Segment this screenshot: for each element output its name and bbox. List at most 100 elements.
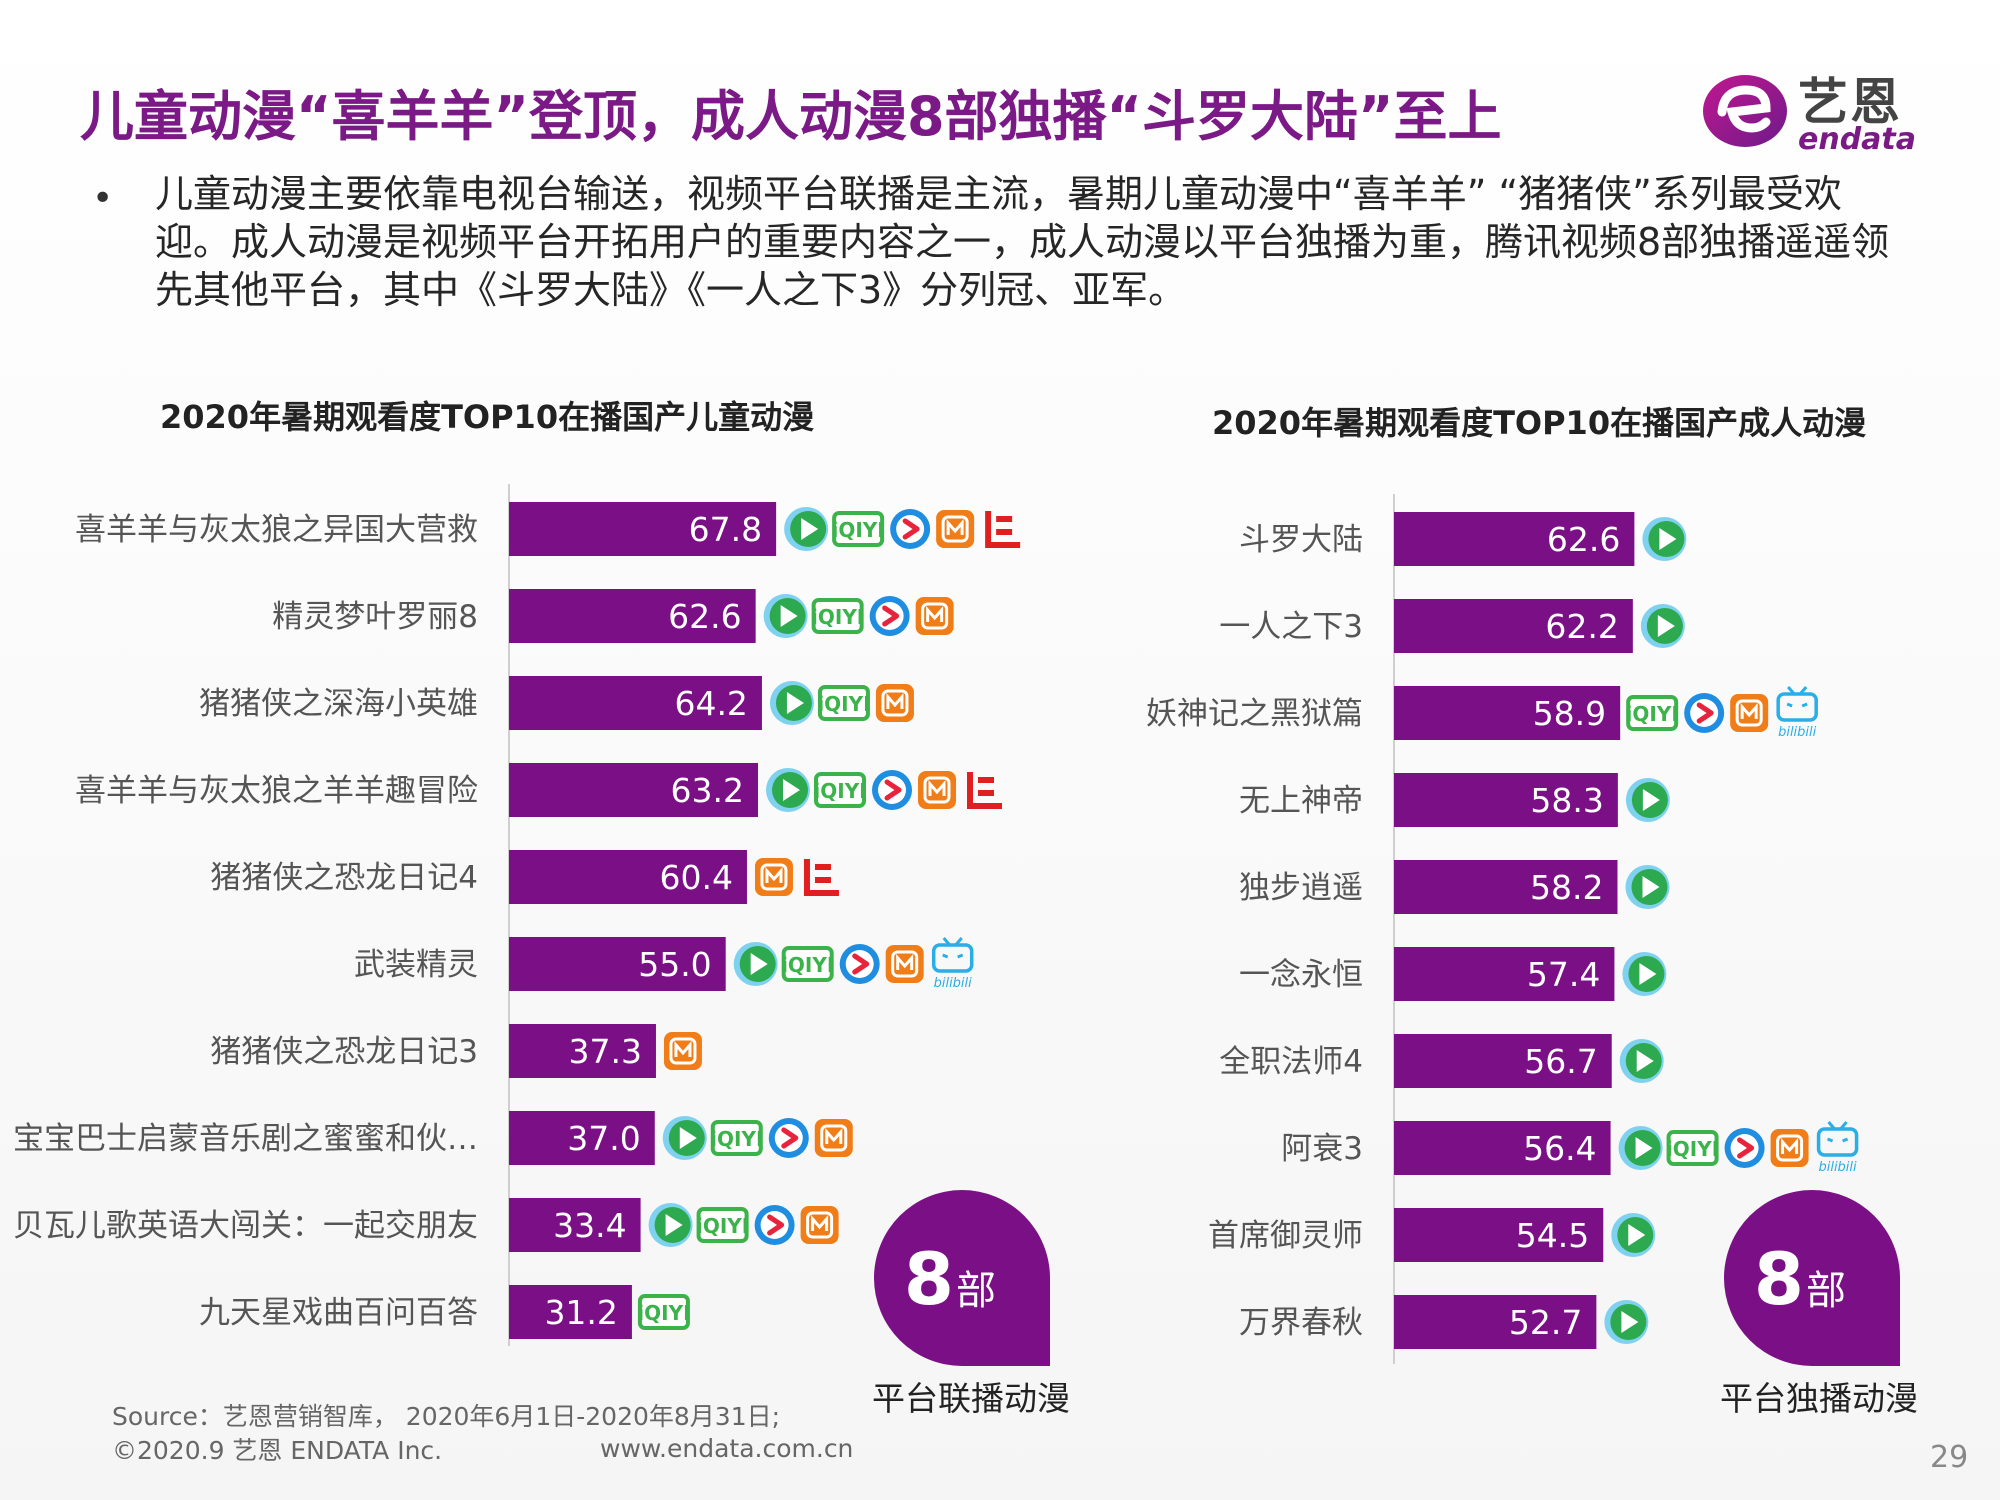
adult-value-label: 52.7	[1509, 1303, 1582, 1342]
adult-category-label: 全职法师4	[1219, 1044, 1363, 1080]
adult-bar	[1394, 860, 1618, 914]
tencent-icon	[1618, 1126, 1663, 1170]
kids-category-label: 猪猪侠之恐龙日记4	[210, 860, 478, 896]
letv-icon	[967, 772, 1003, 809]
page-title: 儿童动漫“喜羊羊”登顶，成人动漫8部独播“斗罗大陆”至上	[80, 85, 1502, 148]
iqiyi-icon: iQIYI	[710, 1120, 763, 1156]
kids-value-label: 31.2	[544, 1293, 617, 1332]
adult-category-label: 独步逍遥	[1239, 870, 1363, 906]
adult-badge-unit: 部	[1806, 1268, 1846, 1314]
adult-value-label: 58.9	[1533, 694, 1606, 733]
tencent-icon	[733, 942, 778, 986]
adult-badge-label: 平台独播动漫	[1720, 1379, 1918, 1418]
kids-category-label: 猪猪侠之恐龙日记3	[210, 1034, 478, 1070]
mango-icon	[936, 510, 975, 548]
adult-badge-number: 8	[1754, 1237, 1804, 1321]
adult-category-label: 一人之下3	[1219, 609, 1363, 645]
kids-chart-title: 2020年暑期观看度TOP10在播国产儿童动漫	[160, 398, 815, 436]
iqiyi-icon: iQIYI	[696, 1207, 749, 1243]
youku-icon	[754, 1205, 795, 1245]
kids-bar	[509, 1198, 641, 1252]
kids-category-label: 九天星戏曲百问百答	[199, 1295, 478, 1331]
adult-value-label: 58.3	[1530, 781, 1603, 820]
page-number: 29	[1930, 1440, 1969, 1475]
adult-value-label: 56.4	[1523, 1129, 1596, 1168]
kids-value-label: 55.0	[638, 945, 711, 984]
bilibili-icon: bilibili	[931, 937, 974, 991]
letv-icon	[803, 859, 839, 896]
adult-value-label: 62.6	[1547, 520, 1620, 559]
adult-bar	[1394, 947, 1615, 1001]
kids-category-label: 喜羊羊与灰太狼之异国大营救	[75, 512, 478, 548]
source-text: Source：艺恩营销智库， 2020年6月1日-2020年8月31日;	[112, 1402, 781, 1431]
adult-category-label: 无上神帝	[1239, 783, 1363, 819]
kids-bar	[509, 1111, 655, 1165]
kids-bar	[509, 589, 756, 643]
adult-category-label: 首席御灵师	[1208, 1218, 1363, 1254]
mango-icon	[1770, 1129, 1809, 1167]
adult-bar	[1394, 1295, 1597, 1349]
youku-icon	[1724, 1128, 1765, 1168]
youku-icon	[1684, 693, 1725, 733]
adult-category-label: 万界春秋	[1239, 1305, 1363, 1341]
svg-text:iQIYI: iQIYI	[832, 518, 885, 542]
iqiyi-icon: iQIYI	[637, 1294, 691, 1330]
endata-logo-icon	[1703, 75, 1787, 147]
kids-badge-number: 8	[904, 1237, 954, 1321]
logo-text-en: endata	[1798, 122, 1917, 157]
svg-text:iQIYI: iQIYI	[696, 1214, 749, 1238]
svg-text:bilibili: bilibili	[1778, 725, 1817, 740]
tencent-icon	[784, 507, 829, 551]
mango-icon	[875, 684, 914, 722]
mango-icon	[915, 597, 954, 635]
adult-bar	[1394, 773, 1618, 827]
youku-icon	[872, 770, 913, 810]
kids-category-label: 武装精灵	[354, 947, 478, 983]
kids-bar	[509, 1024, 656, 1078]
svg-text:iQIYI: iQIYI	[1666, 1137, 1719, 1161]
tencent-icon	[1611, 1213, 1656, 1257]
adult-category-label: 阿衰3	[1281, 1131, 1363, 1167]
kids-bar	[509, 937, 726, 991]
youku-icon	[869, 596, 910, 636]
kids-value-label: 63.2	[671, 771, 744, 810]
kids-category-label: 喜羊羊与灰太狼之羊羊趣冒险	[75, 773, 478, 809]
kids-bar	[509, 1285, 632, 1339]
iqiyi-icon: iQIYI	[832, 511, 885, 547]
svg-text:bilibili: bilibili	[934, 976, 973, 991]
adult-chart-title: 2020年暑期观看度TOP10在播国产成人动漫	[1212, 404, 1867, 442]
kids-badge-label: 平台联播动漫	[872, 1379, 1070, 1418]
bullet-marker: •	[92, 178, 114, 219]
website-link[interactable]: www.endata.com.cn	[600, 1434, 854, 1463]
svg-text:iQIYI: iQIYI	[710, 1127, 763, 1151]
iqiyi-icon: iQIYI	[811, 598, 864, 634]
mango-icon	[800, 1206, 839, 1244]
kids-bar	[509, 502, 777, 556]
tencent-icon	[763, 594, 808, 638]
tencent-icon	[1625, 778, 1670, 822]
mango-icon	[814, 1119, 853, 1157]
kids-value-label: 64.2	[674, 684, 747, 723]
adult-value-label: 57.4	[1527, 955, 1600, 994]
iqiyi-icon: iQIYI	[817, 685, 871, 721]
mango-icon	[918, 771, 957, 809]
logo-text-cn: 艺恩	[1798, 73, 1902, 131]
iqiyi-icon: iQIYI	[1666, 1130, 1719, 1166]
kids-category-label: 精灵梦叶罗丽8	[272, 599, 478, 635]
adult-value-label: 62.2	[1545, 607, 1618, 646]
kids-value-label: 37.0	[567, 1119, 640, 1158]
iqiyi-icon: iQIYI	[1626, 695, 1679, 731]
adult-bar	[1394, 599, 1633, 653]
source-note: Source：艺恩营销智库， 2020年6月1日-2020年8月31日; ©20…	[112, 1400, 780, 1468]
kids-value-label: 62.6	[668, 597, 741, 636]
tencent-icon	[766, 768, 811, 812]
kids-value-label: 60.4	[659, 858, 732, 897]
svg-text:bilibili: bilibili	[1818, 1160, 1857, 1175]
tencent-icon	[1604, 1300, 1649, 1344]
svg-text:iQIYI: iQIYI	[813, 779, 866, 803]
adult-category-label: 一念永恒	[1239, 957, 1363, 993]
adult-value-label: 54.5	[1516, 1216, 1589, 1255]
iqiyi-icon: iQIYI	[781, 946, 834, 982]
adult-category-label: 妖神记之黑狱篇	[1146, 696, 1363, 732]
